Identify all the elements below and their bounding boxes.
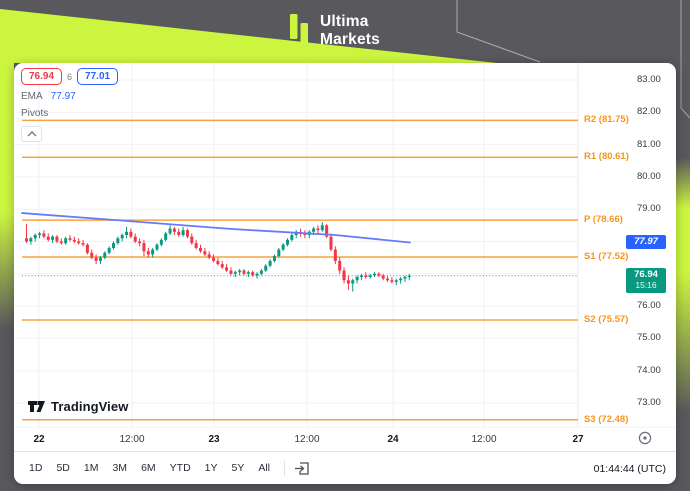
ultima-markets-icon [290,14,308,48]
pivot-label-S3: S3 (72.48) [584,413,629,425]
calendar-arrow-icon [295,461,309,475]
price-tick-label: 75.00 [637,332,661,344]
price-tick-label: 80.00 [637,170,661,182]
range-button-1M[interactable]: 1M [77,458,106,478]
price-chart-pane[interactable] [14,63,676,451]
hexagon-outline-deco [456,0,541,63]
time-tick-label: 12:00 [119,434,145,445]
sell-price-button[interactable]: 76.94 [21,68,63,85]
pivot-lines [22,119,578,421]
chevron-up-icon [27,131,36,137]
price-tick-label: 83.00 [637,73,661,85]
range-button-5Y[interactable]: 5Y [225,458,252,478]
time-tick-label: 12:00 [471,434,497,445]
axis-settings-button[interactable] [635,430,655,448]
last-price-value: 76.94 [634,268,658,280]
brand-line-2: Markets [320,31,380,48]
pivot-label-R1: R1 (80.61) [584,151,629,163]
time-tick-label: 22 [33,434,45,445]
price-tick-label: 81.00 [637,138,661,150]
price-tick-label: 82.00 [637,106,661,118]
trade-buttons-row: 76.94 6 77.01 [21,68,119,85]
range-button-All[interactable]: All [251,458,277,478]
ema-indicator-label: EMA [21,91,43,102]
tradingview-logo[interactable]: TradingView [27,399,128,414]
ema-indicator-value: 77.97 [50,91,76,102]
range-buttons: 1D 5D 1M 3M 6M YTD 1Y 5Y All [22,458,277,478]
price-tick-label: 76.00 [637,300,661,312]
candles [25,222,411,292]
ema-line [21,212,411,244]
lime-diagonal-shape [0,9,497,63]
right-accent-strip [676,63,690,463]
brand-name: Ultima Markets [320,13,380,49]
time-tick-label: 24 [387,434,399,445]
toolbar-divider [284,460,286,476]
brand-line-1: Ultima [320,13,369,30]
range-toolbar: 1D 5D 1M 3M 6M YTD 1Y 5Y All 01:44:44 (UTC) [14,451,676,484]
range-button-3M[interactable]: 3M [105,458,134,478]
bar-countdown: 15:16 [635,279,657,290]
time-axis[interactable]: 22 12:00 23 12:00 24 12:00 27 [14,431,676,450]
tradingview-label: TradingView [51,399,129,414]
gridlines [14,63,676,428]
range-button-1Y[interactable]: 1Y [198,458,225,478]
tradingview-icon [28,401,45,412]
left-accent-strip [0,63,14,383]
clock: 01:44:44 (UTC) [593,462,666,475]
time-tick-label: 27 [572,434,584,445]
time-tick-label: 23 [208,434,220,445]
chart-card: 76.94 6 77.01 EMA 77.97 Pivots R2 (81.75)… [14,63,676,484]
range-button-YTD[interactable]: YTD [163,458,198,478]
pivot-label-S2: S2 (75.57) [584,313,629,325]
ema-price-label: 77.97 [626,235,666,250]
collapse-legend-button[interactable] [21,126,42,142]
range-button-1D[interactable]: 1D [22,458,49,478]
pivot-label-P: P (78.66) [584,214,623,226]
spread-value: 6 [67,71,73,82]
last-price-label: 76.94 15:16 [626,267,666,293]
pivots-indicator-label: Pivots [21,108,49,119]
ema-indicator-row: EMA 77.97 [21,91,118,102]
pivot-label-R2: R2 (81.75) [584,114,629,126]
chart-legend: 76.94 6 77.01 EMA 77.97 Pivots [21,68,119,142]
price-tick-label: 79.00 [637,203,661,215]
range-button-5D[interactable]: 5D [49,458,76,478]
time-tick-label: 12:00 [294,434,320,445]
price-tick-label: 73.00 [637,396,661,408]
pivot-label-S1: S1 (77.52) [584,251,629,262]
brand-logo: Ultima Markets [290,13,380,51]
price-tick-label: 74.00 [637,364,661,376]
range-button-6M[interactable]: 6M [134,458,163,478]
buy-price-button[interactable]: 77.01 [77,68,119,85]
pivots-indicator-row: Pivots [21,108,118,119]
circle-dot-icon [638,431,652,445]
go-to-date-button[interactable] [292,459,313,478]
